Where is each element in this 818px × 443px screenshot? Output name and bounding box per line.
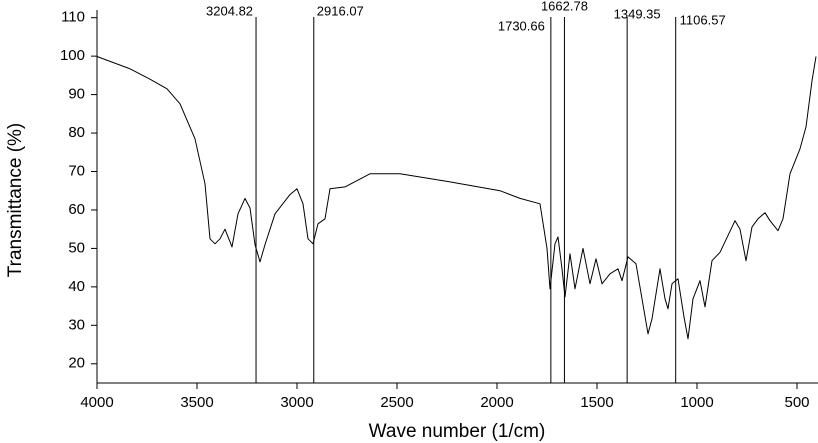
x-tick-label: 3500 <box>180 394 213 411</box>
y-tick-label: 30 <box>68 316 85 333</box>
x-axis-label: Wave number (1/cm) <box>369 421 546 442</box>
peak-label: 1349.35 <box>614 6 661 21</box>
spectrum-line <box>96 56 817 340</box>
y-tick-label: 100 <box>60 47 85 64</box>
x-tick-label: 2000 <box>480 394 513 411</box>
y-tick-label: 60 <box>68 201 85 218</box>
y-tick-label: 20 <box>68 355 85 372</box>
y-axis-label: Transmittance (%) <box>5 123 26 278</box>
x-tick-label: 2500 <box>380 394 413 411</box>
x-tick-label: 4000 <box>80 394 113 411</box>
x-tick-label: 1500 <box>580 394 613 411</box>
peak-label: 1730.66 <box>498 18 545 33</box>
peak-label: 1106.57 <box>680 12 726 27</box>
x-tick-label: 3000 <box>280 394 313 411</box>
y-tick-label: 50 <box>68 239 85 256</box>
y-tick-label: 70 <box>68 162 85 179</box>
y-tick-label: 40 <box>68 278 85 295</box>
y-tick-label: 90 <box>68 86 85 103</box>
y-tick-label: 80 <box>68 124 85 141</box>
peak-label: 1662.78 <box>541 0 588 13</box>
x-tick-label: 1000 <box>680 394 713 411</box>
y-tick-label: 110 <box>61 9 85 26</box>
peak-label: 3204.82 <box>206 3 253 18</box>
peak-label: 2916.07 <box>317 3 364 18</box>
x-tick-label: 500 <box>784 394 809 411</box>
